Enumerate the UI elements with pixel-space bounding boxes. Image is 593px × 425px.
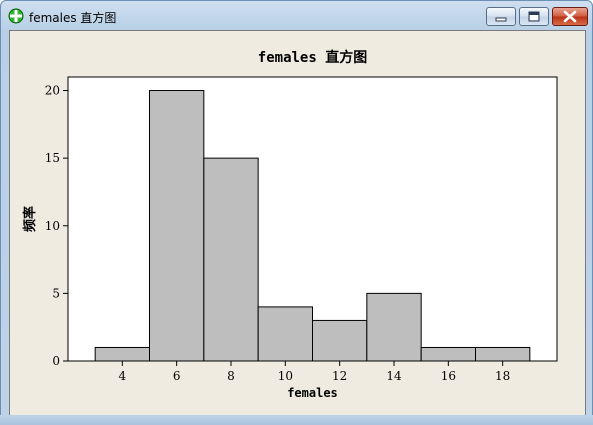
x-tick-label-12: 12 bbox=[332, 369, 347, 383]
y-tick-label-0: 0 bbox=[52, 354, 60, 368]
histogram-chart: females 直方图 4 6 8 10 12 14 16 18 0 5 10 15 20 females 频… bbox=[22, 49, 558, 400]
x-tick-label-6: 6 bbox=[173, 369, 181, 383]
x-tick-label-16: 16 bbox=[441, 369, 456, 383]
y-tick-label-5: 5 bbox=[52, 286, 60, 300]
histogram-bar-6 bbox=[366, 292, 422, 362]
close-button[interactable] bbox=[552, 7, 588, 26]
minimize-icon bbox=[495, 17, 507, 22]
y-tick-label-15: 15 bbox=[45, 151, 60, 165]
window-title: females 直方图 bbox=[29, 11, 117, 25]
histogram-bar-3 bbox=[203, 157, 259, 362]
close-icon bbox=[563, 10, 577, 23]
histogram-bar-2 bbox=[149, 90, 205, 362]
y-axis-label: 频率 bbox=[22, 206, 38, 232]
histogram-bar-1 bbox=[94, 346, 150, 362]
histogram-bar-5 bbox=[312, 319, 368, 362]
title-bar[interactable]: females 直方图 bbox=[1, 1, 592, 31]
x-axis-label: females bbox=[287, 386, 338, 400]
histogram-bar-8 bbox=[475, 346, 531, 362]
maximize-button[interactable] bbox=[519, 7, 549, 26]
plot-border bbox=[67, 76, 558, 362]
y-tick-label-20: 20 bbox=[45, 84, 60, 98]
maximize-icon bbox=[528, 11, 540, 22]
x-tick-label-4: 4 bbox=[119, 369, 127, 383]
y-tick-label-10: 10 bbox=[45, 219, 60, 233]
taskbar-edge bbox=[0, 415, 593, 425]
minitab-crosshair-icon bbox=[8, 8, 24, 24]
x-tick-label-10: 10 bbox=[278, 369, 293, 383]
chart-title: females 直方图 bbox=[258, 49, 367, 66]
x-tick-label-18: 18 bbox=[495, 369, 510, 383]
x-tick-label-14: 14 bbox=[386, 369, 402, 383]
histogram-bar-4 bbox=[257, 306, 314, 362]
minimize-button[interactable] bbox=[486, 7, 516, 26]
histogram-bar-7 bbox=[420, 346, 476, 362]
x-tick-label-8: 8 bbox=[227, 369, 235, 383]
chart-frame: females 直方图 4 6 8 10 12 14 16 18 0 5 10 15 20 females 频… bbox=[9, 30, 586, 416]
